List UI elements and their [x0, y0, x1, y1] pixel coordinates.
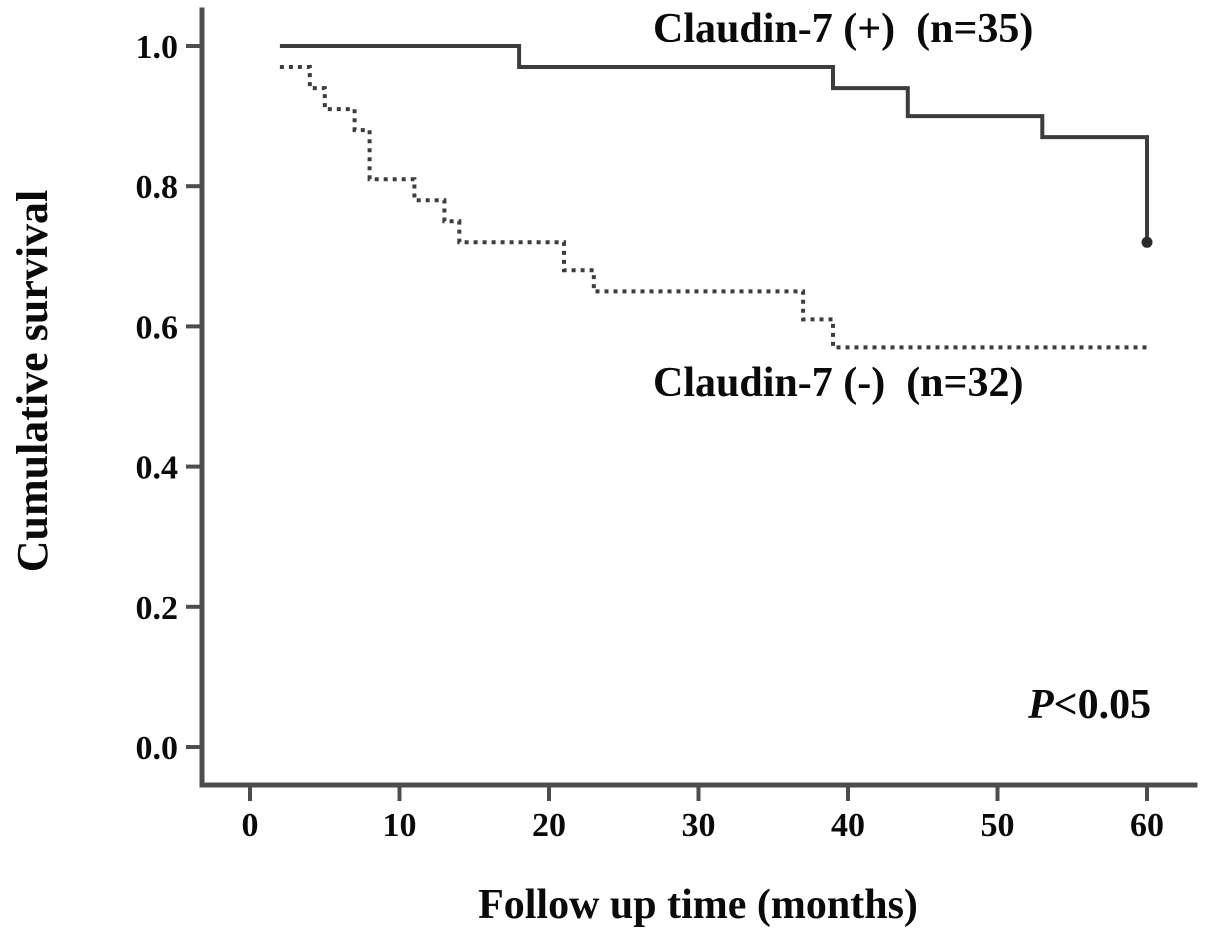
y-tick-label: 0.4: [136, 450, 179, 487]
y-axis-title: Cumulative survival: [8, 189, 57, 573]
axis-lines: [199, 7, 1198, 788]
legend-claudin7-positive: Claudin-7 (+) (n=35): [653, 6, 1034, 52]
x-tick-label: 50: [981, 807, 1015, 844]
p-value-annotation: P<0.05: [1028, 682, 1151, 728]
x-tick-label: 30: [682, 807, 716, 844]
terminal-censor-marker: [1141, 236, 1153, 248]
survival-curve-claudin7-negative: [279, 65, 1147, 350]
y-tick-label: 0.8: [136, 169, 179, 206]
survival-curve-claudin7-positive: [279, 44, 1149, 243]
y-tick-label: 0.2: [136, 590, 179, 627]
y-tick-label: 1.0: [136, 29, 179, 66]
p-comparison: <0.05: [1053, 682, 1152, 728]
x-tick-label: 20: [532, 807, 566, 844]
p-symbol: P: [1028, 682, 1054, 728]
x-tick-label: 10: [383, 807, 417, 844]
axes: 1.0 0.8 0.6 0.4 0.2 0.0 0 10 20 30 40 50 60: [136, 7, 1198, 844]
x-tick-label: 0: [242, 807, 259, 844]
y-tick-label: 0.0: [136, 730, 179, 767]
x-tick-label: 40: [831, 807, 865, 844]
legend-claudin7-negative: Claudin-7 (-) (n=32): [653, 360, 1024, 406]
x-tick-label: 60: [1130, 807, 1164, 844]
x-axis-title: Follow up time (months): [478, 882, 918, 928]
survival-curves: [279, 44, 1153, 350]
y-tick-label: 0.6: [136, 309, 179, 346]
